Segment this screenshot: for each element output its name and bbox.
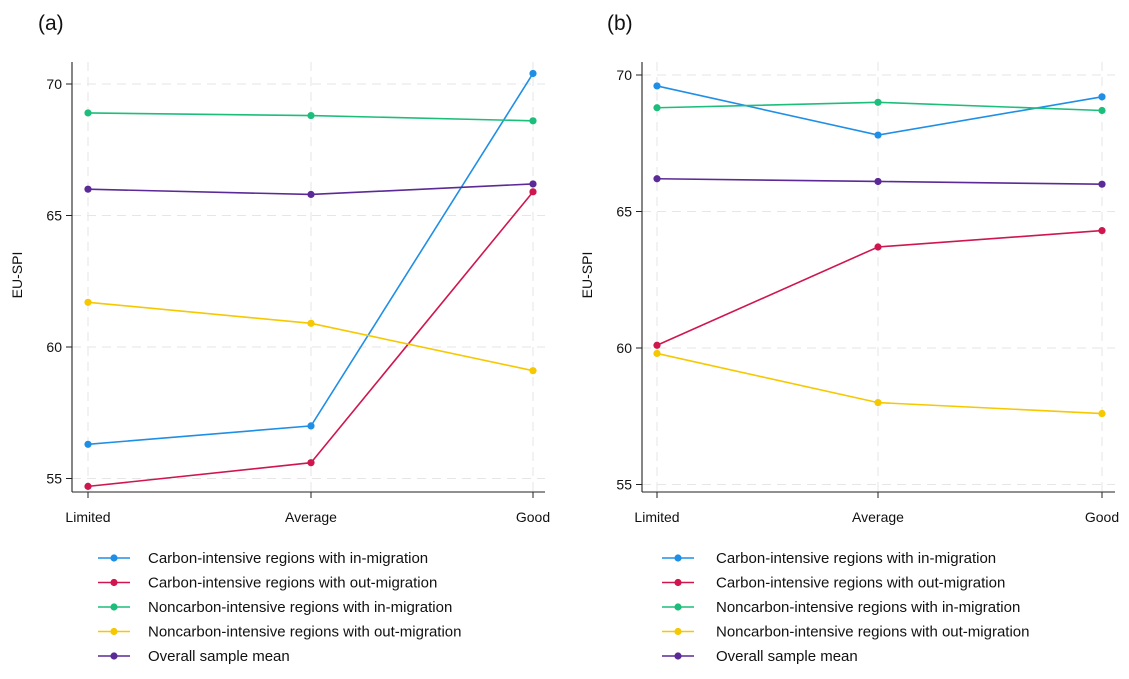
data-point (653, 349, 661, 358)
series-out-noncarbon (653, 349, 1106, 418)
chart-panel-a: (a) EU-SPI 55 60 65 70 Limited Average Good Carbo… (9, 12, 550, 665)
panel-label: (a) (38, 12, 64, 35)
series-out-carbon (653, 227, 1106, 349)
legend-swatch-marker (110, 627, 118, 636)
legend-item: Carbon-intensive regions with in-migrati… (662, 550, 996, 567)
data-point (1098, 227, 1106, 235)
data-point (1098, 180, 1106, 188)
y-tick-label: 65 (46, 208, 62, 224)
legend-label: Noncarbon-intensive regions with out-mig… (716, 624, 1030, 641)
legend: Carbon-intensive regions with in-migrati… (98, 550, 462, 665)
data-point (307, 111, 315, 120)
panel-label: (b) (607, 12, 633, 35)
y-axis-title: EU-SPI (579, 252, 595, 299)
legend-item: Overall sample mean (662, 648, 858, 665)
data-point (84, 298, 92, 306)
y-tick-label: 55 (46, 471, 62, 487)
legend-item: Overall sample mean (98, 648, 290, 665)
series-in-noncarbon (653, 98, 1106, 115)
legend-swatch-marker (110, 554, 118, 562)
data-point (1098, 409, 1106, 418)
chart-panel-b: (b) EU-SPI 55 60 65 70 Limited Average Good Carbo… (579, 12, 1119, 665)
series-line (656, 85, 1103, 136)
legend-label: Noncarbon-intensive regions with out-mig… (148, 624, 462, 641)
x-tick-label: Average (852, 509, 904, 525)
data-point (307, 319, 315, 327)
data-point (529, 188, 537, 196)
data-point (529, 117, 537, 125)
legend-swatch-marker (110, 603, 118, 611)
data-point (874, 399, 882, 407)
legend-swatch-marker (674, 652, 682, 660)
legend-item: Carbon-intensive regions with out-migrat… (662, 575, 1005, 592)
data-point (653, 175, 661, 183)
legend-label: Noncarbon-intensive regions with in-migr… (148, 599, 452, 616)
legend-label: Carbon-intensive regions with out-migrat… (148, 575, 437, 592)
data-point (84, 440, 92, 448)
legend-label: Carbon-intensive regions with in-migrati… (148, 550, 428, 567)
data-point (1098, 106, 1106, 115)
data-point (653, 82, 661, 90)
data-point (874, 177, 882, 186)
y-tick-label: 70 (616, 67, 632, 83)
y-tick-label: 65 (616, 204, 632, 220)
y-axis-title: EU-SPI (9, 252, 25, 299)
legend-swatch-marker (674, 627, 682, 636)
y-tick-label: 70 (46, 76, 62, 92)
series-in-carbon (653, 82, 1106, 139)
series-in-carbon (84, 69, 537, 448)
legend-swatch-marker (110, 578, 118, 587)
legend-label: Noncarbon-intensive regions with in-migr… (716, 599, 1020, 616)
data-point (529, 367, 537, 375)
x-tick-label: Limited (634, 509, 679, 525)
legend-item: Noncarbon-intensive regions with in-migr… (662, 599, 1020, 616)
data-point (307, 190, 315, 199)
data-point (653, 341, 661, 349)
legend-item: Noncarbon-intensive regions with out-mig… (662, 624, 1030, 641)
legend-label: Overall sample mean (148, 648, 290, 665)
data-point (84, 185, 92, 193)
series-in-noncarbon (84, 109, 537, 125)
legend-item: Carbon-intensive regions with in-migrati… (98, 550, 428, 567)
legend-swatch-marker (674, 578, 682, 587)
legend-label: Carbon-intensive regions with in-migrati… (716, 550, 996, 567)
data-point (529, 69, 537, 78)
x-tick-label: Average (285, 509, 337, 525)
series-out-noncarbon (84, 298, 537, 375)
data-point (84, 482, 92, 490)
legend: Carbon-intensive regions with in-migrati… (662, 550, 1030, 665)
data-point (307, 459, 315, 467)
y-tick-label: 60 (46, 339, 62, 355)
y-tick-label: 60 (616, 340, 632, 356)
data-point (874, 131, 882, 139)
series-out-carbon (84, 188, 537, 490)
legend-item: Noncarbon-intensive regions with out-mig… (98, 624, 462, 641)
series-overall (84, 180, 537, 199)
data-point (307, 422, 315, 430)
legend-label: Overall sample mean (716, 648, 858, 665)
legend-swatch-marker (110, 652, 118, 660)
data-point (653, 104, 661, 112)
data-point (1098, 93, 1106, 101)
legend-item: Noncarbon-intensive regions with in-migr… (98, 599, 452, 616)
x-tick-label: Good (516, 509, 550, 525)
x-tick-label: Limited (65, 509, 110, 525)
data-point (529, 180, 537, 188)
data-point (874, 243, 882, 251)
legend-label: Carbon-intensive regions with out-migrat… (716, 575, 1005, 592)
x-tick-label: Good (1085, 509, 1119, 525)
legend-item: Carbon-intensive regions with out-migrat… (98, 575, 437, 592)
data-point (874, 98, 882, 106)
data-point (84, 109, 92, 117)
legend-swatch-marker (674, 603, 682, 611)
y-tick-label: 55 (616, 477, 632, 493)
series-overall (653, 175, 1106, 188)
legend-swatch-marker (674, 554, 682, 562)
